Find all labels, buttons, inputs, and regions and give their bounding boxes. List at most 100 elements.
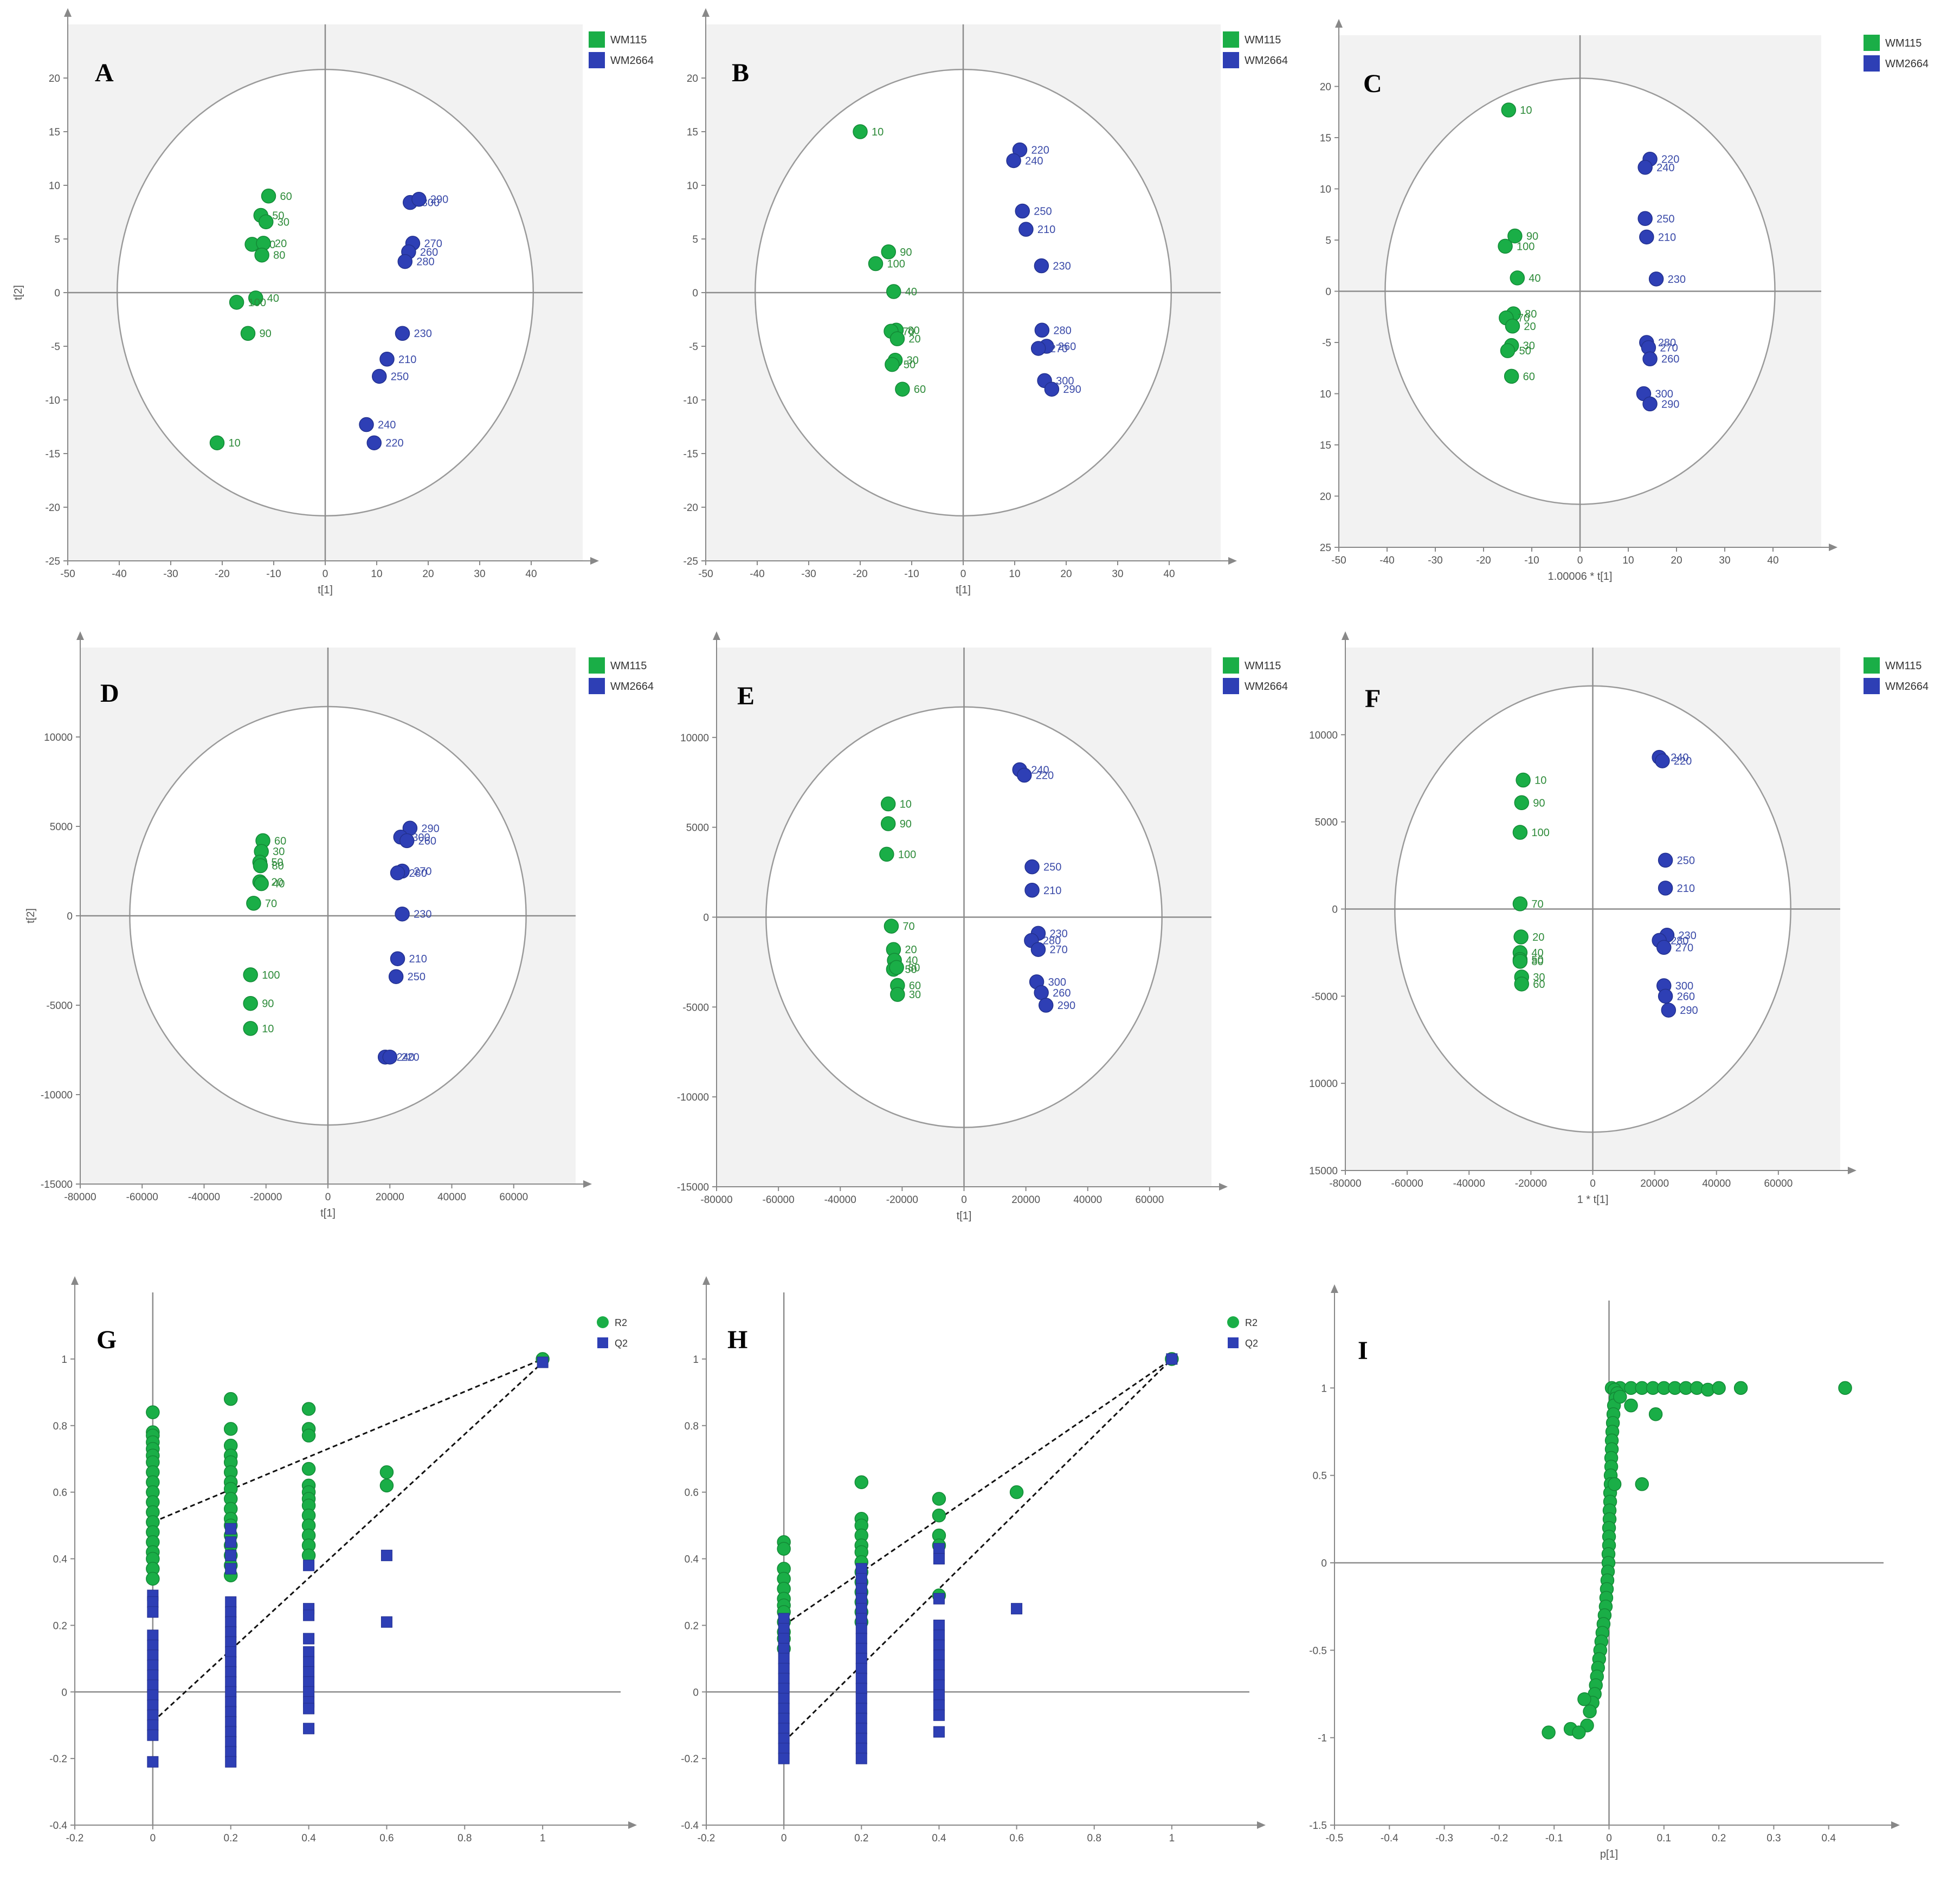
score-point — [253, 858, 268, 874]
legend: R2 Q2 — [1227, 1316, 1258, 1349]
x-tick-label: 0.8 — [457, 1833, 472, 1844]
q2-point — [778, 1752, 790, 1764]
y-tick-label: 15 — [1320, 440, 1331, 451]
s-plot-point — [1648, 1407, 1663, 1421]
score-point — [889, 960, 904, 975]
point-label: 270 — [414, 866, 431, 878]
q2-point — [225, 1706, 237, 1718]
point-label: 30 — [278, 216, 289, 228]
y-tick-label: 0 — [693, 1687, 699, 1698]
y-tick-label: 20 — [1320, 82, 1331, 93]
x-tick-label: 0 — [1590, 1178, 1596, 1189]
point-label: 300 — [1056, 375, 1074, 387]
score-point — [379, 352, 395, 367]
point-label: 50 — [905, 964, 917, 976]
q2-point — [303, 1666, 315, 1678]
score-point — [1639, 229, 1654, 245]
q2-point — [147, 1756, 159, 1768]
q2-point — [1166, 1353, 1178, 1365]
y-tick-label: 10 — [687, 180, 698, 192]
x-axis-label: 1.00006 * t[1] — [1548, 571, 1613, 583]
legend-swatch — [1864, 35, 1880, 51]
point-label: 290 — [421, 823, 439, 835]
score-point — [1656, 940, 1672, 955]
q2-point — [933, 1709, 945, 1721]
score-point — [1034, 322, 1050, 338]
score-point — [399, 833, 415, 849]
x-tick-label: 20 — [1671, 555, 1682, 566]
point-label: 70 — [1531, 898, 1543, 910]
point-label: 250 — [408, 971, 425, 983]
score-point — [1514, 976, 1530, 992]
legend-label: WM2664 — [610, 681, 654, 693]
point-label: 270 — [424, 238, 442, 250]
legend-label: Q2 — [615, 1338, 628, 1349]
x-tick-label: 10 — [1009, 568, 1020, 580]
y-axis-arrow — [64, 8, 72, 17]
x-tick-label: -20000 — [886, 1194, 918, 1206]
legend-label: Q2 — [1245, 1338, 1258, 1349]
x-tick-label: -0.3 — [1435, 1833, 1453, 1844]
y-axis-arrow — [1342, 631, 1349, 640]
point-label: 270 — [1049, 944, 1067, 956]
point-label: 50 — [1519, 345, 1531, 357]
point-label: 280 — [1043, 935, 1061, 947]
score-point — [254, 247, 269, 263]
x-tick-label: -80000 — [700, 1194, 732, 1206]
y-tick-label: 20 — [49, 73, 60, 85]
point-label: 60 — [280, 191, 292, 203]
q2-point — [225, 1746, 237, 1758]
point-label: 230 — [414, 909, 431, 921]
q2-point — [933, 1699, 945, 1711]
point-label: 80 — [273, 250, 285, 262]
x-axis-label: t[1] — [318, 584, 333, 596]
score-point — [1034, 258, 1049, 274]
x-tick-label: -60000 — [763, 1194, 795, 1206]
score-point — [1642, 351, 1658, 366]
q2-point — [778, 1693, 790, 1705]
point-label: 60 — [1523, 371, 1535, 383]
panel-label: C — [1363, 69, 1382, 98]
score-point — [1038, 998, 1054, 1013]
q2-point — [303, 1723, 315, 1735]
q2-point — [933, 1650, 945, 1661]
point-label: 90 — [1526, 230, 1538, 242]
point-label: 260 — [1661, 353, 1679, 365]
legend: WM115 WM2664 — [589, 657, 654, 694]
q2-point — [855, 1593, 867, 1605]
score-point — [889, 331, 905, 346]
x-tick-label: -40000 — [1453, 1178, 1485, 1189]
point-label: 90 — [262, 998, 274, 1010]
score-point — [853, 124, 868, 139]
y-tick-label: 10 — [49, 180, 60, 192]
y-tick-label: -10000 — [677, 1092, 709, 1103]
q2-point — [855, 1573, 867, 1584]
x-tick-label: 20 — [422, 568, 434, 580]
point-label: 60 — [274, 835, 286, 847]
point-label: 230 — [1053, 261, 1071, 273]
panel-label: E — [737, 682, 755, 710]
permutation-regression-line — [152, 1358, 543, 1523]
q2-point — [933, 1659, 945, 1671]
point-label: 300 — [412, 832, 430, 844]
q2-point — [225, 1596, 237, 1608]
x-tick-label: 60000 — [499, 1192, 528, 1203]
y-tick-label: 25 — [1320, 542, 1331, 554]
x-tick-label: 40000 — [437, 1192, 466, 1203]
x-tick-label: -20000 — [250, 1192, 282, 1203]
score-point — [1658, 988, 1673, 1004]
y-tick-label: -5000 — [1311, 991, 1338, 1003]
score-point — [209, 435, 225, 450]
point-label: 70 — [265, 898, 277, 910]
y-axis-arrow — [702, 1276, 710, 1285]
q2-point — [855, 1563, 867, 1575]
y-tick-label: -25 — [46, 556, 60, 567]
q2-point — [778, 1673, 790, 1685]
x-tick-label: -20 — [853, 568, 867, 580]
point-label: 240 — [397, 1052, 415, 1064]
score-point — [1024, 859, 1040, 875]
q2-point — [855, 1583, 867, 1595]
x-axis-label: p[1] — [1600, 1848, 1618, 1860]
q2-point — [225, 1656, 237, 1668]
point-label: 250 — [391, 371, 409, 383]
